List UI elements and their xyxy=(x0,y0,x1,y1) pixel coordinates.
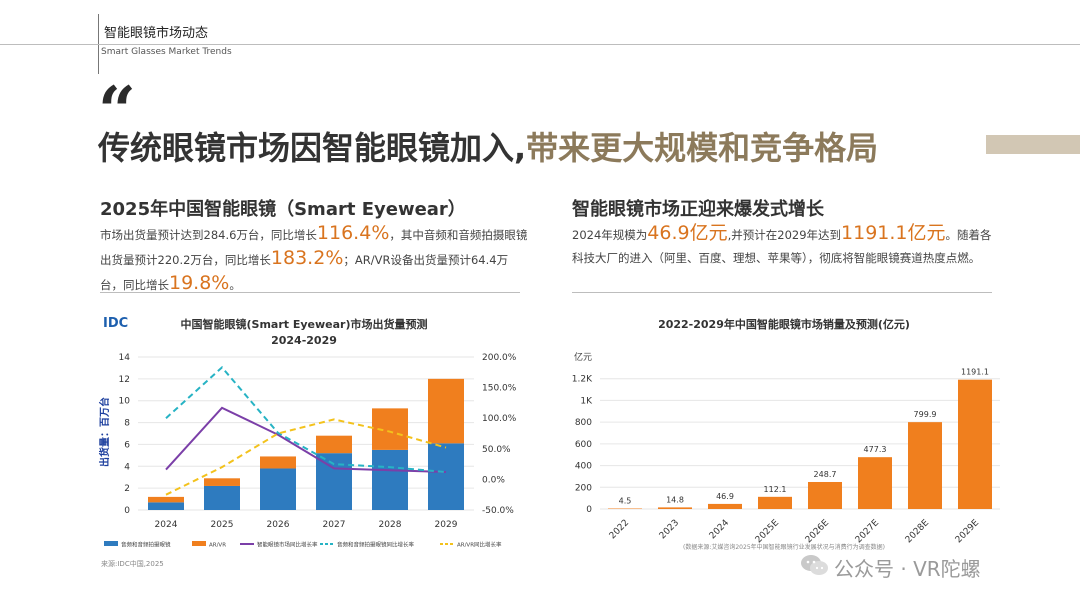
chart1-bar xyxy=(204,478,240,486)
chart1-series-line xyxy=(165,365,447,474)
chart1-series-line xyxy=(165,418,447,496)
chart1-ylabel: 出货量：百万台 xyxy=(98,397,111,467)
chart1-bar xyxy=(316,435,352,454)
quote-mark: “ xyxy=(98,72,136,150)
chart1-bar xyxy=(428,443,464,510)
chart1-xtick: 2029 xyxy=(435,520,458,530)
left-divider xyxy=(100,292,520,293)
chart1-legend-swatch xyxy=(192,541,206,546)
headline: 传统眼镜市场因智能眼镜加入,带来更大规模和竞争格局 xyxy=(98,128,878,168)
chart1-legend-label: AR/VR同比增长率 xyxy=(457,541,502,549)
left-highlight-2: 183.2% xyxy=(270,247,344,269)
chart1-xtick: 2026 xyxy=(267,520,290,530)
chart1-series-line xyxy=(165,406,447,474)
header-subtitle: Smart Glasses Market Trends xyxy=(101,47,232,57)
left-text-1: 市场出货量预计达到284.6万台，同比增长 xyxy=(100,228,317,242)
chart1-xtick: 2024 xyxy=(155,520,178,530)
chart1-bar xyxy=(204,485,240,510)
chart1-ytick: 4 xyxy=(124,462,130,472)
headline-part1: 传统眼镜市场因智能眼镜加入, xyxy=(98,129,527,167)
chart1-subtitle: 2024-2029 xyxy=(271,334,337,347)
chart1-ytick: 8 xyxy=(124,419,130,429)
chart1-bar xyxy=(428,378,464,444)
right-divider xyxy=(572,292,992,293)
right-section-title: 智能眼镜市场正迎来爆发式增长 xyxy=(572,199,824,220)
left-text-4: 。 xyxy=(229,278,241,292)
chart1-ytick: 0 xyxy=(124,506,130,516)
chart1-xtick: 2027 xyxy=(323,520,346,530)
chart1-ytick: 6 xyxy=(124,440,130,450)
chart1-title: 中国智能眼镜(Smart Eyewear)市场出货量预测 xyxy=(181,317,428,331)
left-paragraph: 市场出货量预计达到284.6万台，同比增长116.4%，其中音频和音频拍摄眼镜出… xyxy=(100,222,530,297)
right-paragraph: 2024年规模为46.9亿元,并预计在2029年达到1191.1亿元。随着各科技… xyxy=(572,222,1002,270)
chart1-y2tick: 50.0% xyxy=(482,445,511,455)
chart1-y2tick: 150.0% xyxy=(482,384,517,394)
right-text-1: 2024年规模为 xyxy=(572,228,648,242)
left-section-title: 2025年中国智能眼镜（Smart Eyewear） xyxy=(100,199,466,220)
chart1-legend-label: 音频和音频拍摄眼镜同比增长率 xyxy=(337,541,415,549)
chart1-y2tick: 0.0% xyxy=(482,475,505,485)
chart1-xtick: 2028 xyxy=(379,520,402,530)
chart1-legend-label: 音频和音频拍摄眼镜 xyxy=(121,541,171,549)
idc-logo: IDC xyxy=(103,316,128,331)
headline-part2: 带来更大规模和竞争格局 xyxy=(526,129,879,167)
chart1-y2tick: 200.0% xyxy=(482,353,517,363)
right-highlight-2: 1191.1亿元 xyxy=(841,222,946,244)
left-text-3: ；AR/VR设备出货量预计64.4万台，同比增长 xyxy=(100,253,509,292)
header-title: 智能眼镜市场动态 xyxy=(104,26,209,41)
left-highlight-3: 19.8% xyxy=(169,272,230,294)
chart1-bar xyxy=(148,496,184,503)
chart1-source: 来源:IDC中国,2025 xyxy=(101,559,164,568)
wechat-icon xyxy=(800,553,830,577)
chart1-ytick: 10 xyxy=(119,397,131,407)
chart1-bar xyxy=(372,449,408,510)
chart1-bar xyxy=(260,468,296,510)
chart1-bar xyxy=(372,408,408,450)
chart1-ytick: 2 xyxy=(124,484,130,494)
chart1-bar xyxy=(316,453,352,510)
accent-bar xyxy=(986,135,1080,154)
chart1-y2tick: 100.0% xyxy=(482,414,517,424)
chart1-xtick: 2025 xyxy=(211,520,234,530)
right-text-3: 。随着各科技大厂的进入（阿里、百度、理想、苹果等），彻底将智能眼镜赛道热度点燃。 xyxy=(572,228,992,265)
chart1-legend-label: AR/VR xyxy=(209,543,226,549)
left-text-2: ，其中音频和音频拍摄眼镜出货量预计220.2万台，同比增长 xyxy=(100,228,528,267)
header-divider xyxy=(0,44,1080,45)
chart1-legend-swatch xyxy=(104,541,118,546)
chart1-legend-label: 智能眼镜市场同比增长率 xyxy=(257,541,318,549)
chart1-bar xyxy=(260,456,296,469)
chart1-ytick: 12 xyxy=(119,375,130,385)
chart1-bar xyxy=(148,502,184,510)
right-highlight-1: 46.9亿元 xyxy=(647,222,728,244)
chart1-y2tick: -50.0% xyxy=(482,506,514,516)
right-text-2: ,并预计在2029年达到 xyxy=(727,228,842,242)
watermark: 公众号 · VR陀螺 xyxy=(834,557,981,581)
chart1-ytick: 14 xyxy=(119,353,131,363)
left-highlight-1: 116.4% xyxy=(316,222,390,244)
